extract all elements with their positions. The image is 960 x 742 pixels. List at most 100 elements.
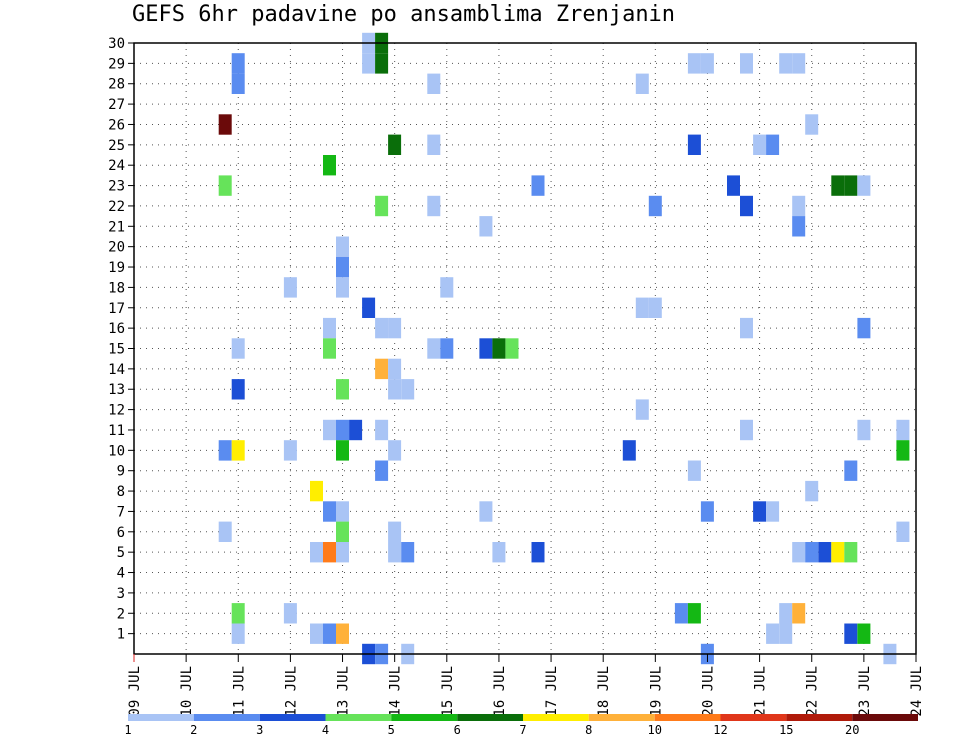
data-cell [427,338,441,359]
y-tick-label: 15 [108,342,125,358]
y-tick-label: 5 [117,545,125,561]
data-cell [231,440,245,461]
data-cell [648,297,662,318]
data-cell [687,134,701,155]
data-cell [792,53,806,74]
data-cell [336,277,349,298]
data-cell [479,216,493,237]
y-tick-label: 14 [108,362,125,378]
legend-swatch [193,714,260,721]
data-cell [336,521,349,542]
data-cell [492,338,506,359]
data-cell [375,317,389,339]
data-cell [805,542,819,563]
data-cell [375,460,389,481]
x-tick-label: 15 JUL [440,666,456,717]
data-cell [218,114,232,135]
data-cell [310,623,323,644]
x-tick-label: 16 JUL [492,666,508,717]
data-cell [687,53,701,74]
data-cell [805,480,819,502]
y-tick-label: 28 [108,77,125,93]
data-cell [336,379,349,400]
data-cell [479,501,493,522]
legend-label: 4 [322,723,329,737]
data-cell [792,542,806,563]
y-tick-label: 7 [117,504,125,520]
chart-title: GEFS 6hr padavine po ansamblima Zrenjani… [132,2,676,27]
y-tick-label: 18 [108,280,125,296]
data-cell [231,603,245,624]
data-cell [323,623,336,644]
legend-swatch [786,714,853,721]
legend-swatch [720,714,787,721]
data-cell [388,358,402,380]
data-cell [779,603,793,624]
y-tick-label: 27 [108,97,125,113]
data-cell [792,195,806,217]
data-cell [336,256,349,278]
data-cell [896,440,910,461]
x-tick-label: 14 JUL [388,666,404,717]
data-cell [388,317,402,339]
x-tick-label: 24 JUL [909,666,925,717]
y-tick-label: 10 [108,443,125,459]
y-tick-label: 9 [117,464,125,480]
data-cell [323,338,336,359]
legend-label: 8 [585,723,592,737]
data-cell [375,419,389,441]
data-cell [844,175,858,196]
data-cell [479,338,493,359]
data-cell [349,419,363,441]
data-cell [401,542,415,563]
data-cell [635,399,649,420]
y-tick-label: 8 [117,484,125,500]
legend-label: 3 [256,723,263,737]
data-cell [427,134,441,155]
data-cell [779,53,793,74]
data-cell [700,501,714,522]
data-cell [231,623,245,644]
data-cell [740,195,753,217]
data-cell [310,542,323,563]
data-cell [427,73,441,94]
y-tick-label: 26 [108,117,125,133]
y-tick-label: 4 [117,566,125,582]
data-cell [323,317,336,339]
y-tick-label: 11 [108,423,125,439]
x-tick-label: 17 JUL [544,666,560,717]
data-cell [283,603,297,624]
y-tick-label: 24 [108,158,125,174]
data-cell [388,440,402,461]
data-cell [218,521,232,542]
data-cell [622,440,636,461]
data-cell [492,542,506,563]
legend-swatch [259,714,326,721]
data-cell [766,501,780,522]
data-cell [218,440,232,461]
legend-label: 1 [124,723,131,737]
x-tick-label: 22 JUL [805,666,821,717]
data-cell [388,379,402,400]
data-cell [648,195,662,217]
data-cell [844,460,858,481]
y-tick-label: 21 [108,219,125,235]
data-cell [753,501,767,522]
data-cell [687,460,701,481]
x-tick-label: 21 JUL [753,666,769,717]
data-cell [336,623,349,644]
legend-swatch [325,714,392,721]
data-cell [674,603,688,624]
data-cell [336,501,349,522]
data-cell [896,521,910,542]
data-cell [323,542,336,563]
x-tick-label: 20 JUL [701,666,717,717]
legend-label: 6 [454,723,461,737]
data-cell [375,358,389,380]
x-tick-label: 23 JUL [857,666,873,717]
data-cell [362,297,376,318]
data-cell [440,277,454,298]
data-cell [323,419,336,441]
